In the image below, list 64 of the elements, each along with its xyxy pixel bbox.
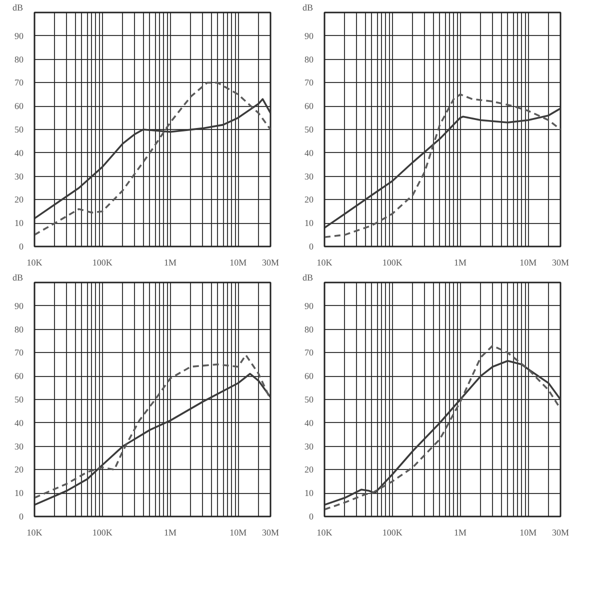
y-tick-label: 70 bbox=[304, 78, 314, 88]
y-tick-label: 0 bbox=[309, 512, 314, 522]
y-tick-label: 70 bbox=[304, 348, 314, 358]
y-axis-title: dB bbox=[302, 272, 314, 282]
y-tick-label: 80 bbox=[304, 324, 314, 334]
x-tick-label: 10K bbox=[316, 258, 333, 268]
y-tick-label: 20 bbox=[304, 194, 314, 205]
x-tick-label: 30M bbox=[262, 528, 280, 538]
y-axis-title: dB bbox=[12, 272, 24, 282]
x-tick-label: 1M bbox=[164, 528, 177, 538]
y-tick-label: 90 bbox=[14, 30, 24, 41]
y-tick-label: 10 bbox=[304, 218, 314, 228]
y-tick-label: 50 bbox=[14, 124, 24, 134]
y-tick-label: 80 bbox=[14, 54, 24, 64]
y-tick-label: 20 bbox=[14, 464, 24, 475]
y-axis-title: dB bbox=[12, 2, 24, 12]
y-tick-label: 30 bbox=[14, 441, 24, 452]
y-tick-label: 0 bbox=[19, 512, 24, 522]
x-tick-label: 1M bbox=[454, 528, 467, 538]
x-tick-label: 100K bbox=[92, 258, 113, 268]
x-tick-label: 100K bbox=[382, 528, 403, 538]
y-tick-label: 10 bbox=[14, 488, 24, 498]
y-tick-label: 80 bbox=[14, 324, 24, 334]
y-tick-label: 50 bbox=[14, 394, 24, 404]
y-tick-label: 40 bbox=[14, 418, 24, 428]
x-tick-label: 10M bbox=[520, 258, 537, 268]
y-tick-label: 80 bbox=[304, 54, 314, 64]
y-tick-label: 90 bbox=[14, 300, 24, 311]
x-tick-label: 10K bbox=[26, 528, 43, 538]
y-tick-label: 10 bbox=[14, 218, 24, 228]
y-tick-label: 40 bbox=[304, 148, 314, 158]
x-tick-label: 100K bbox=[382, 258, 403, 268]
x-tick-label: 1M bbox=[454, 258, 467, 268]
x-tick-label: 30M bbox=[262, 258, 280, 268]
y-tick-label: 10 bbox=[304, 488, 314, 498]
x-tick-label: 10M bbox=[520, 528, 537, 538]
x-tick-label: 100K bbox=[92, 528, 113, 538]
y-tick-label: 50 bbox=[304, 124, 314, 134]
y-tick-label: 70 bbox=[14, 78, 24, 88]
y-tick-label: 40 bbox=[14, 148, 24, 158]
x-tick-label: 10M bbox=[230, 258, 247, 268]
y-tick-label: 30 bbox=[304, 441, 314, 452]
y-tick-label: 30 bbox=[304, 171, 314, 182]
y-tick-label: 50 bbox=[304, 394, 314, 404]
y-tick-label: 90 bbox=[304, 300, 314, 311]
y-tick-label: 0 bbox=[19, 242, 24, 252]
y-tick-label: 60 bbox=[304, 101, 314, 112]
y-tick-label: 20 bbox=[304, 464, 314, 475]
y-tick-label: 0 bbox=[309, 242, 314, 252]
x-tick-label: 30M bbox=[552, 258, 570, 268]
y-tick-label: 20 bbox=[14, 194, 24, 205]
y-tick-label: 60 bbox=[304, 371, 314, 382]
x-tick-label: 10K bbox=[26, 258, 43, 268]
x-tick-label: 1M bbox=[164, 258, 177, 268]
y-axis-title: dB bbox=[302, 2, 314, 12]
x-tick-label: 30M bbox=[552, 528, 570, 538]
x-tick-label: 10K bbox=[316, 528, 333, 538]
y-tick-label: 90 bbox=[304, 30, 314, 41]
y-tick-label: 40 bbox=[304, 418, 314, 428]
y-tick-label: 60 bbox=[14, 371, 24, 382]
x-tick-label: 10M bbox=[230, 528, 247, 538]
y-tick-label: 70 bbox=[14, 348, 24, 358]
y-tick-label: 60 bbox=[14, 101, 24, 112]
y-tick-label: 30 bbox=[14, 171, 24, 182]
